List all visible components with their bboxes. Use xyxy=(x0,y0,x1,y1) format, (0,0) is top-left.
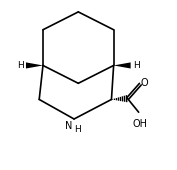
Text: OH: OH xyxy=(133,119,148,129)
Polygon shape xyxy=(26,62,43,69)
Text: H: H xyxy=(17,61,24,70)
Text: O: O xyxy=(141,78,149,88)
Text: H: H xyxy=(74,125,81,134)
Polygon shape xyxy=(114,62,131,69)
Text: H: H xyxy=(133,61,139,70)
Text: N: N xyxy=(65,121,72,131)
